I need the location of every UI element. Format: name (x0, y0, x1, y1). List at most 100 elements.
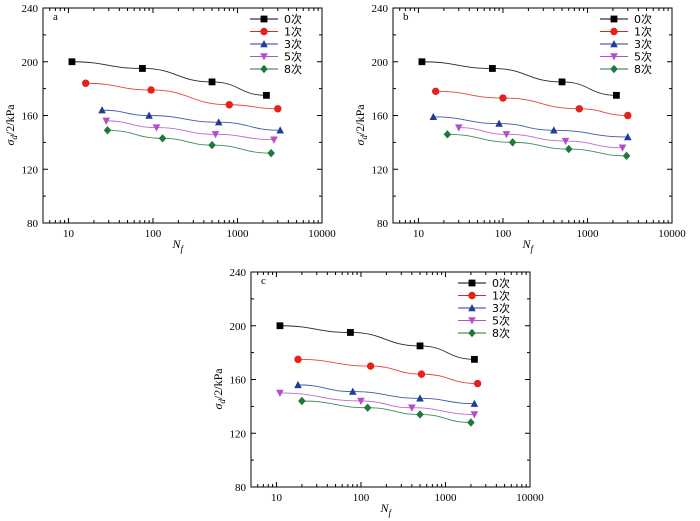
series-1 (81, 79, 282, 113)
series-line (447, 133, 627, 157)
series-line (107, 129, 272, 154)
data-point (454, 124, 463, 132)
data-point (263, 91, 270, 99)
y-tick-label: 120 (22, 164, 39, 176)
data-point (68, 58, 76, 66)
data-point (561, 137, 570, 146)
series-line (301, 400, 471, 423)
series-2 (429, 112, 632, 141)
series-0 (418, 58, 620, 99)
series-line (421, 61, 617, 96)
data-point (348, 387, 357, 395)
data-point (489, 65, 496, 72)
data-point (558, 78, 566, 86)
data-point (274, 105, 282, 113)
series-line (279, 325, 475, 360)
data-point (624, 111, 632, 120)
series-line (433, 116, 628, 138)
x-tick-label: 100 (495, 228, 512, 240)
data-point (357, 397, 365, 405)
y-tick-label: 200 (22, 57, 39, 69)
chart-panel-b: 10 100 1000 10000 80 120 160 200 240 b Nf σd/2/kPa 0… (353, 3, 686, 254)
series-line (279, 392, 475, 415)
data-point (575, 105, 583, 113)
series-2 (98, 106, 284, 134)
legend-label: 5次 (492, 314, 510, 328)
legend-marker (468, 328, 476, 338)
data-point (103, 126, 112, 135)
y-tick-label: 160 (230, 375, 247, 387)
y-tick-label: 160 (372, 111, 389, 123)
legend-marker (260, 53, 268, 61)
data-point (416, 342, 424, 350)
data-point (418, 58, 426, 66)
series-3 (276, 389, 479, 419)
legend-marker (468, 304, 476, 312)
data-point (467, 418, 475, 427)
data-point (470, 411, 479, 419)
y-tick-label: 120 (230, 428, 247, 440)
legend-label: 1次 (634, 25, 652, 39)
data-point (225, 101, 233, 109)
panel-label: b (403, 11, 409, 23)
legend-marker (260, 40, 268, 48)
data-point (267, 148, 275, 158)
x-tick-label: 100 (145, 228, 162, 240)
legend-label: 3次 (492, 301, 510, 315)
y-tick-label: 200 (372, 57, 389, 69)
legend-marker (610, 40, 618, 48)
x-tick-label: 10000 (308, 228, 336, 240)
legend-label: 3次 (634, 37, 652, 51)
legend-label: 3次 (284, 37, 302, 51)
data-point (145, 111, 153, 119)
data-point (139, 65, 146, 72)
panel-label: c (261, 275, 266, 287)
data-point (499, 94, 507, 102)
data-point (276, 322, 284, 330)
legend-label: 8次 (634, 62, 652, 76)
x-tick-label: 1000 (576, 228, 599, 240)
panel-label: a (53, 11, 58, 23)
legend-marker (610, 64, 618, 74)
x-tick-label: 1000 (434, 492, 457, 504)
legend-label: 1次 (284, 25, 302, 39)
legend-marker (468, 279, 476, 287)
legend-marker (610, 27, 618, 36)
y-tick-label: 240 (230, 267, 247, 279)
legend-marker (610, 53, 618, 61)
x-tick-label: 1000 (226, 228, 249, 240)
x-tick-label: 10000 (516, 492, 544, 504)
y-tick-label: 80 (235, 482, 247, 494)
data-point (613, 91, 620, 99)
chart-panel-a: 10 100 1000 10000 80 120 160 200 240 a Nf σd/2/kPa 0… (3, 3, 336, 254)
legend-label: 0次 (284, 12, 302, 26)
plot-frame (42, 7, 323, 224)
data-point (618, 144, 627, 152)
legend-label: 8次 (284, 62, 302, 76)
data-point (147, 86, 155, 94)
data-point (416, 410, 424, 419)
data-point (417, 370, 426, 378)
series-0 (68, 58, 270, 99)
series-line (106, 120, 274, 141)
chart-panel-c: 10 100 1000 10000 80 120 160 200 240 c Nf σd/2/kPa 0… (211, 267, 544, 518)
data-point (470, 399, 479, 407)
y-tick-label: 160 (22, 111, 39, 123)
legend-marker (468, 317, 476, 325)
legend-label: 1次 (492, 289, 510, 303)
legend-label: 5次 (634, 50, 652, 64)
data-point (622, 151, 631, 161)
series-4 (103, 126, 275, 158)
data-point (276, 126, 284, 134)
data-point (298, 396, 306, 406)
data-point (102, 117, 111, 125)
series-3 (102, 117, 278, 144)
data-point (471, 355, 478, 363)
y-tick-label: 80 (377, 218, 389, 230)
legend-marker (260, 27, 268, 36)
data-point (508, 138, 517, 147)
series-0 (276, 322, 478, 363)
data-point (270, 136, 278, 144)
